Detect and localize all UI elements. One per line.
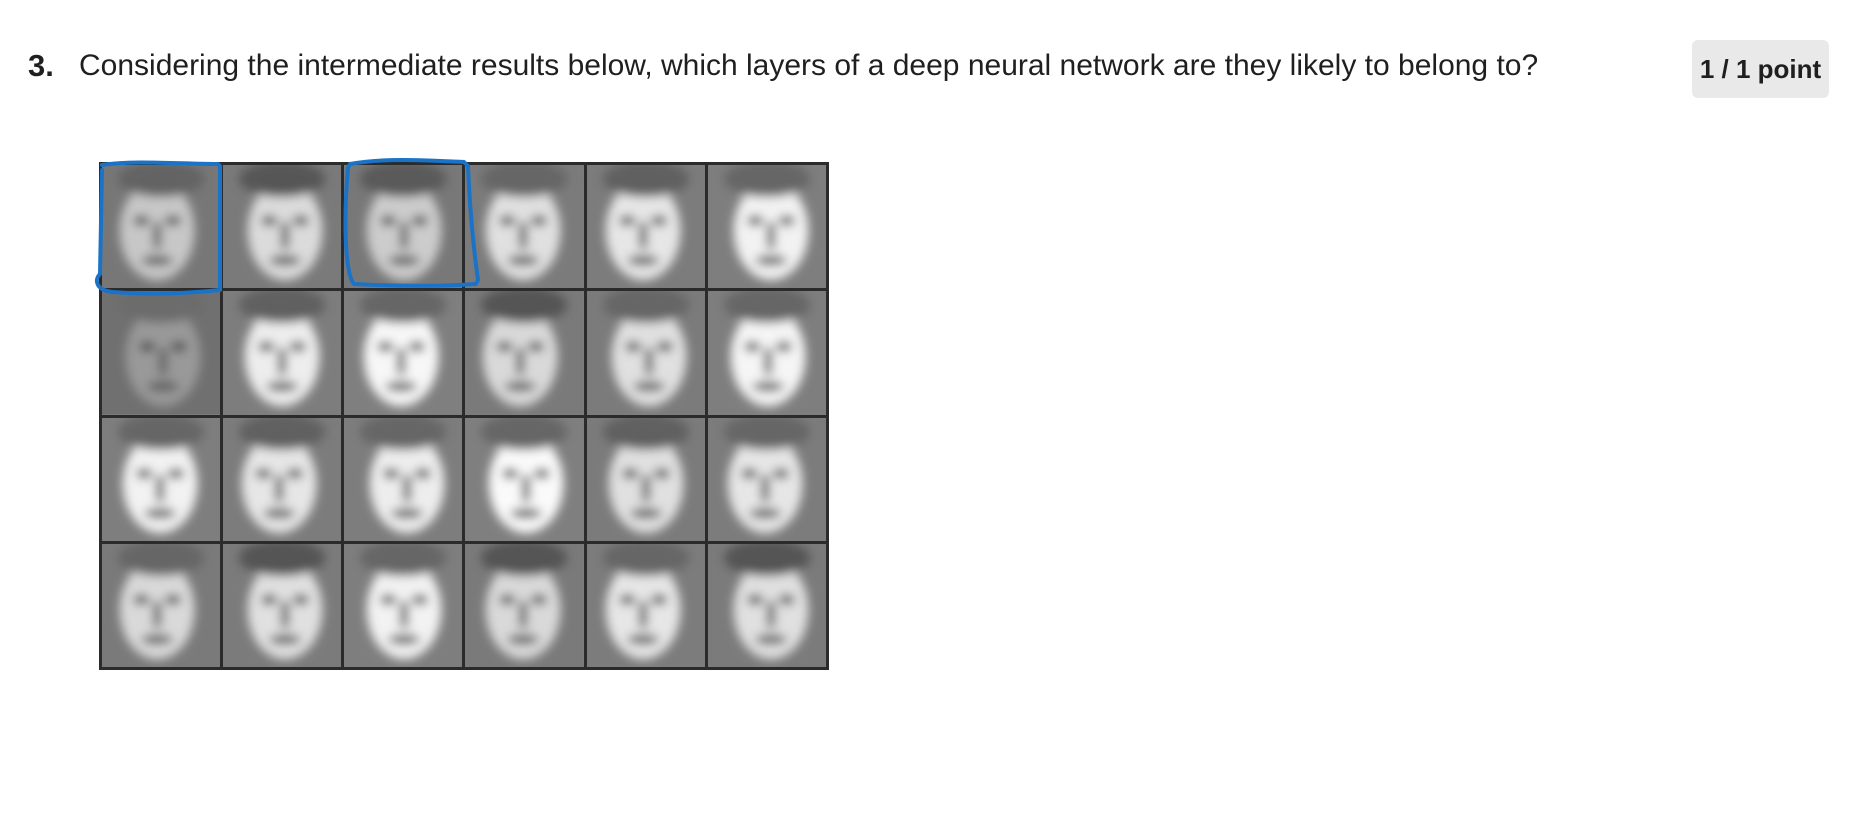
face-feature-cell: [102, 543, 221, 667]
face-feature-cell: [465, 543, 584, 667]
blurred-face-image: [586, 417, 705, 541]
blurred-face-image: [344, 165, 463, 289]
face-feature-cell: [707, 543, 826, 667]
face-feature-grid: [99, 162, 829, 670]
face-feature-cell: [344, 543, 463, 667]
blurred-face-image: [465, 417, 584, 541]
blurred-face-image: [344, 543, 463, 667]
face-feature-cell: [344, 165, 463, 289]
face-feature-cell: [223, 543, 342, 667]
blurred-face-image: [102, 417, 221, 541]
blurred-face-image: [102, 543, 221, 667]
blurred-face-image: [586, 291, 705, 415]
blurred-face-image: [223, 543, 342, 667]
face-feature-cell: [223, 165, 342, 289]
face-feature-cell: [465, 165, 584, 289]
face-feature-cell: [586, 165, 705, 289]
face-feature-cell: [102, 165, 221, 289]
blurred-face-image: [344, 291, 463, 415]
blurred-face-image: [586, 543, 705, 667]
face-feature-cell: [707, 291, 826, 415]
blurred-face-image: [223, 291, 342, 415]
face-feature-cell: [586, 291, 705, 415]
blurred-face-image: [586, 165, 705, 289]
blurred-face-image: [707, 543, 826, 667]
blurred-face-image: [707, 291, 826, 415]
face-feature-cell: [707, 165, 826, 289]
question-number: 3.: [28, 48, 54, 83]
question-figure: [92, 152, 832, 674]
face-feature-cell: [707, 417, 826, 541]
blurred-face-image: [223, 417, 342, 541]
face-feature-cell: [465, 291, 584, 415]
face-feature-cell: [223, 291, 342, 415]
face-feature-cell: [102, 291, 221, 415]
face-feature-cell: [223, 417, 342, 541]
face-feature-cell: [586, 543, 705, 667]
question-header: 3. Considering the intermediate results …: [28, 44, 1852, 88]
blurred-face-image: [102, 165, 221, 289]
blurred-face-image: [707, 165, 826, 289]
face-feature-cell: [344, 417, 463, 541]
blurred-face-image: [465, 543, 584, 667]
blurred-face-image: [707, 417, 826, 541]
face-feature-cell: [344, 291, 463, 415]
blurred-face-image: [102, 291, 221, 415]
blurred-face-image: [223, 165, 342, 289]
face-feature-cell: [465, 417, 584, 541]
blurred-face-image: [465, 291, 584, 415]
question-text: Considering the intermediate results bel…: [79, 49, 1539, 82]
face-feature-cell: [102, 417, 221, 541]
face-feature-cell: [586, 417, 705, 541]
blurred-face-image: [465, 165, 584, 289]
score-badge: 1 / 1 point: [1692, 40, 1829, 98]
blurred-face-image: [344, 417, 463, 541]
